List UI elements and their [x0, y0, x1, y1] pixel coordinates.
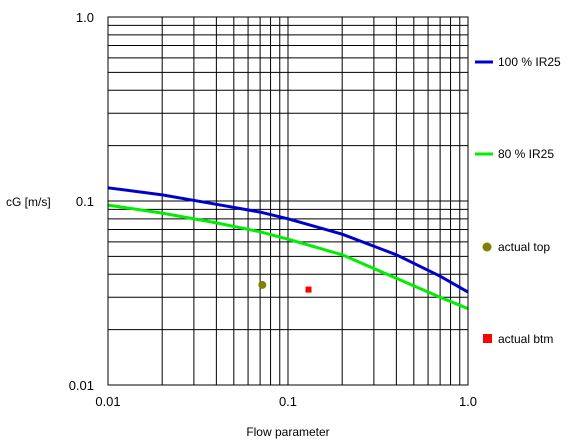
y-tick-label: 0.01	[69, 378, 94, 393]
plot-frame	[107, 16, 469, 386]
y-tick-label: 1.0	[76, 10, 94, 25]
legend-label-2: actual top	[498, 240, 550, 254]
legend-label-0: 100 % IR25	[498, 55, 561, 69]
series-line-1	[107, 203, 469, 310]
x-tick-label: 0.1	[279, 394, 297, 409]
y-tick-label: 0.1	[76, 194, 94, 209]
x-tick-label: 1.0	[459, 394, 477, 409]
legend-label-3: actual btm	[498, 332, 553, 346]
legend-label-1: 80 % IR25	[498, 147, 554, 161]
legend: 100 % IR25 80 % IR25 actual top actual btm	[475, 55, 561, 346]
y-axis-label: cG [m/s]	[6, 195, 51, 209]
x-tick-label: 0.01	[95, 394, 120, 409]
tick-labels: 0.01 0.1 1.0 0.01 0.1 1.0	[69, 10, 477, 409]
grid	[108, 17, 468, 385]
series-layer	[107, 186, 469, 310]
data-point-3	[305, 286, 312, 293]
legend-swatch-2	[482, 242, 492, 252]
data-point-2	[258, 280, 267, 289]
legend-swatch-3	[483, 334, 492, 343]
series-line-0	[107, 186, 469, 294]
x-axis-label: Flow parameter	[246, 425, 329, 439]
